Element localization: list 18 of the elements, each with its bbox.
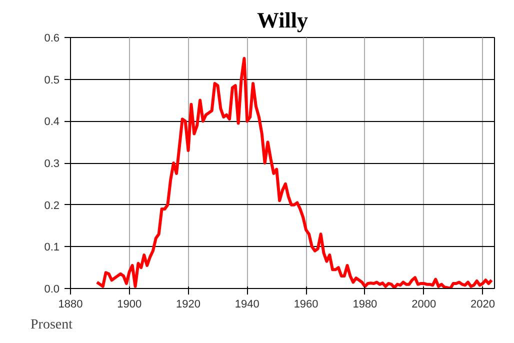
line-series xyxy=(96,56,494,288)
x-tick-label: 2020 xyxy=(470,298,495,310)
x-tick-label: 1940 xyxy=(234,298,260,310)
x-tick-label: 2000 xyxy=(412,298,436,310)
y-tick-label: 0.5 xyxy=(44,74,60,86)
y-axis-title: Prosent xyxy=(30,318,73,332)
y-tick-label: 0.3 xyxy=(44,158,60,170)
chart-title: Willy xyxy=(257,8,308,32)
x-tick-label: 1960 xyxy=(294,298,318,310)
x-tick-label: 1920 xyxy=(176,298,201,310)
y-tick-label: 0.4 xyxy=(44,116,60,128)
x-tick-label: 1980 xyxy=(352,298,378,310)
y-tick-label: 0.2 xyxy=(44,200,60,212)
y-tick-label: 0.6 xyxy=(44,32,60,44)
x-tick-label: 1900 xyxy=(117,298,142,310)
y-tick-label: 0.1 xyxy=(44,242,60,254)
x-tick-label: 1880 xyxy=(58,298,83,310)
y-tick-label: 0.0 xyxy=(44,284,60,296)
